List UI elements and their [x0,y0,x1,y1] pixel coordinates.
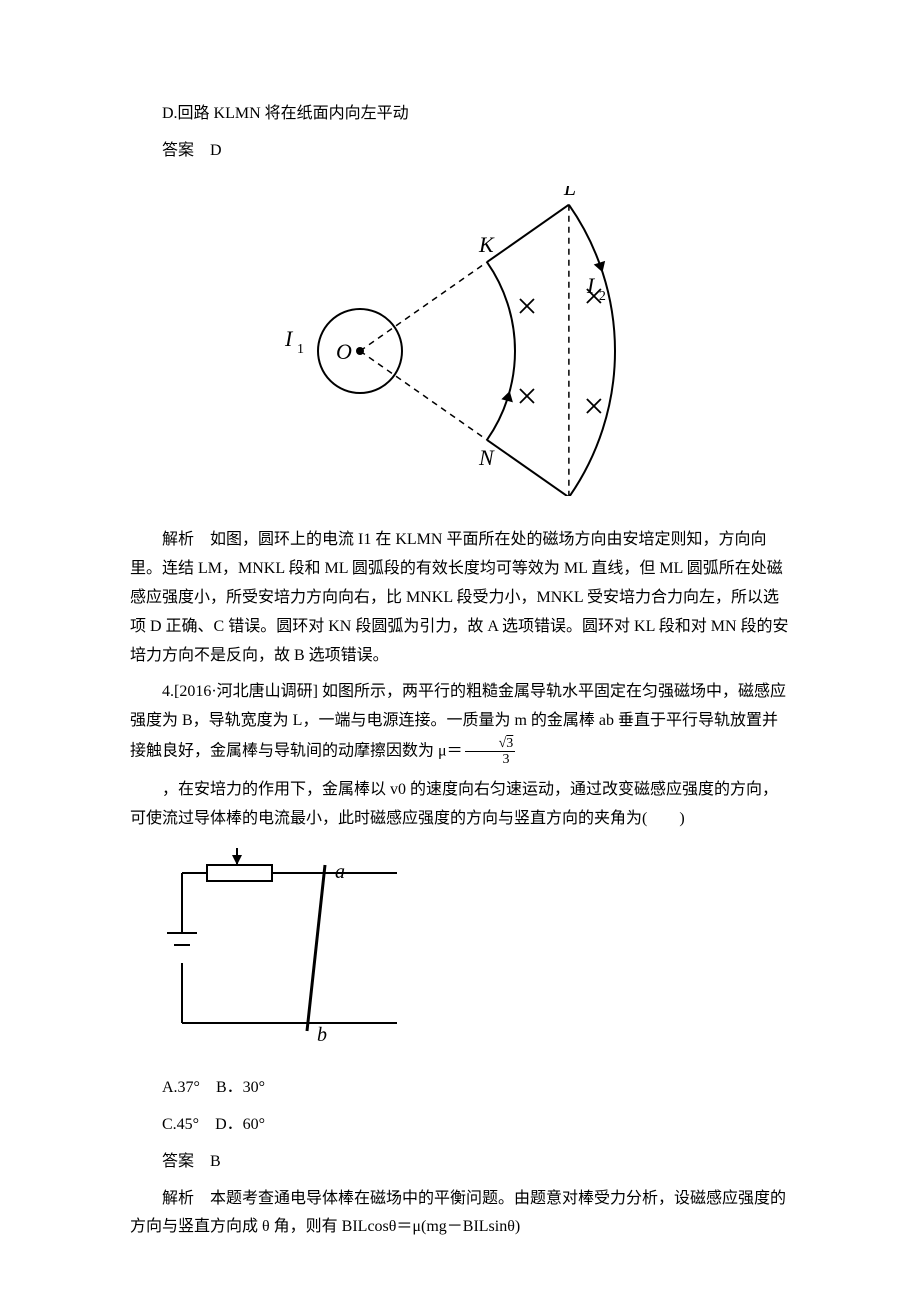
q4-answer: 答案 B [130,1148,790,1177]
fraction-mu: √33 [465,736,516,768]
q3-answer: 答案 D [130,137,790,166]
q4-explanation: 解析 本题考查通电导体棒在磁场中的平衡问题。由题意对棒受力分析，设磁感应强度的方… [130,1185,790,1243]
svg-text:a: a [335,861,345,883]
q4-stem-part1: 4.[2016·河北唐山调研] 如图所示，两平行的粗糙金属导轨水平固定在匀强磁场… [130,678,790,767]
q4-option-b: B．30° [216,1079,265,1096]
diagram-klmn: OKLMNI1I2 [280,186,640,496]
svg-text:O: O [336,339,352,364]
q4-option-d: D．60° [215,1116,265,1133]
svg-text:K: K [478,232,495,257]
q4-option-a: A.37° [162,1079,200,1096]
q4-figure: ab [162,848,790,1059]
svg-text:I: I [586,272,596,297]
svg-text:b: b [317,1024,327,1046]
svg-text:N: N [478,444,495,469]
svg-text:L: L [563,186,576,200]
frac-num: 3 [506,736,513,751]
frac-den: 3 [465,752,516,767]
q4-option-c: C.45° [162,1116,199,1133]
q3-explanation: 解析 如图，圆环上的电流 I1 在 KLMN 平面所在处的磁场方向由安培定则知，… [130,526,790,670]
q4-stem-part2: ，在安培力的作用下，金属棒以 v0 的速度向右匀速运动，通过改变磁感应强度的方向… [130,776,790,834]
q4-text1: 4.[2016·河北唐山调研] 如图所示，两平行的粗糙金属导轨水平固定在匀强磁场… [130,683,786,759]
q4-options-row1: A.37° B．30° [130,1074,790,1103]
svg-text:1: 1 [297,342,304,357]
diagram-circuit: ab [162,848,402,1048]
q3-figure: OKLMNI1I2 [130,186,790,507]
svg-text:2: 2 [599,288,606,303]
q3-option-d: D.回路 KLMN 将在纸面内向左平动 [130,100,790,129]
q4-options-row2: C.45° D．60° [130,1111,790,1140]
svg-text:I: I [284,326,294,351]
